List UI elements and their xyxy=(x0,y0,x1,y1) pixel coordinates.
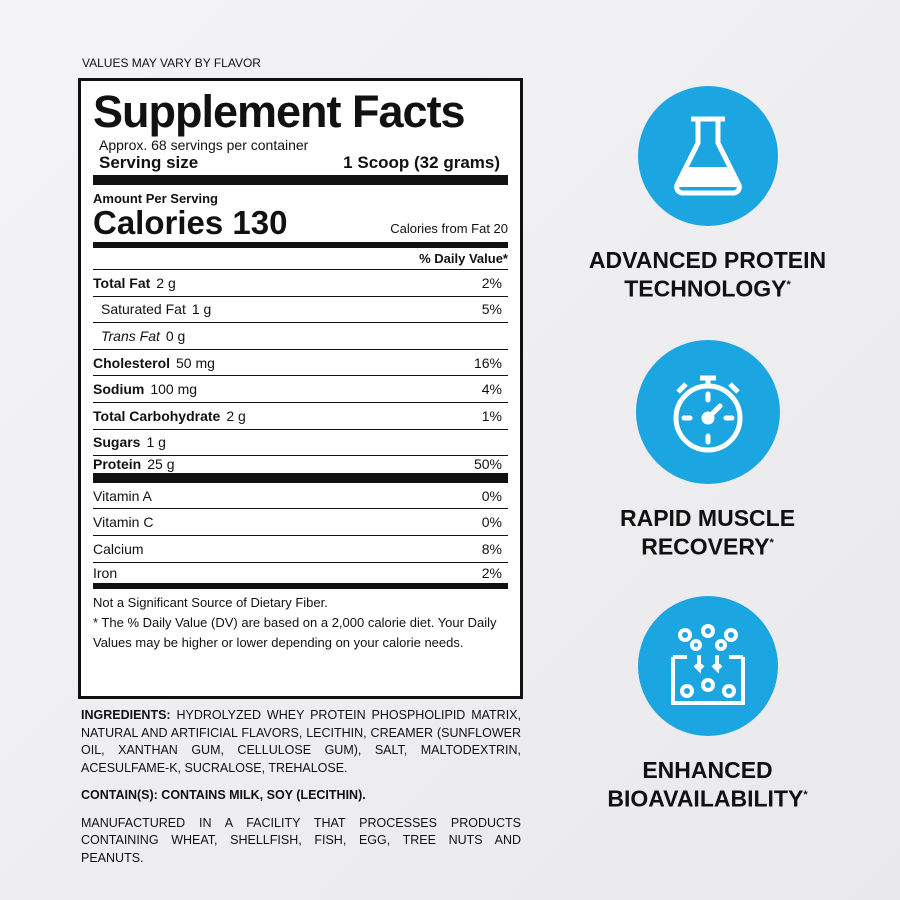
nutrient-daily-value: 5% xyxy=(481,301,502,318)
serving-size: Serving size 1 Scoop (32 grams) xyxy=(93,153,508,185)
vitamin-name: Iron xyxy=(93,564,118,581)
feature-title-line1: ADVANCED PROTEIN xyxy=(588,247,827,273)
nutrient-label: Saturated Fat 1 g xyxy=(93,301,211,317)
feature-title-line2: TECHNOLOGY xyxy=(624,275,787,302)
nutrient-name: Cholesterol xyxy=(93,354,171,371)
servings-per-container: Approx. 68 servings per container xyxy=(99,137,309,153)
nutrient-daily-value: 4% xyxy=(481,381,502,398)
nutrient-name: Total Carbohydrate xyxy=(93,407,221,424)
calories-row: Calories 130 Calories from Fat 20 xyxy=(93,206,508,248)
nutrient-row: Total Fat 2 g 2% xyxy=(93,270,508,297)
serving-size-value: 1 Scoop (32 grams) xyxy=(343,153,500,172)
flavor-note: VALUES MAY VARY BY FLAVOR xyxy=(82,56,261,70)
feature-advanced-protein: ADVANCED PROTEIN TECHNOLOGY* xyxy=(565,86,850,302)
allergen-statement: CONTAIN(S): CONTAINS MILK, SOY (LECITHIN… xyxy=(81,788,366,802)
nutrient-name: Saturated Fat xyxy=(101,301,186,318)
nutrient-amount: 1 g xyxy=(191,301,212,318)
nutrient-row: Saturated Fat 1 g 5% xyxy=(93,297,508,324)
calories: Calories 130 xyxy=(93,204,288,241)
nutrient-row: Cholesterol 50 mg 16% xyxy=(93,350,508,377)
asterisk: * xyxy=(803,789,808,801)
nutrient-name: Sodium xyxy=(93,381,145,398)
nutrient-label: Sugars 1 g xyxy=(93,434,166,450)
nutrient-name: Protein xyxy=(93,456,142,473)
nutrient-amount: 25 g xyxy=(147,456,175,473)
nutrient-label: Sodium 100 mg xyxy=(93,381,197,397)
nutrient-row: Sugars 1 g xyxy=(93,430,508,457)
vitamin-row: Vitamin C 0% xyxy=(93,509,508,536)
nutrient-label: Total Fat 2 g xyxy=(93,275,176,291)
flask-icon xyxy=(637,86,778,226)
vitamin-daily-value: 0% xyxy=(481,514,502,531)
nutrient-name: Sugars xyxy=(93,434,141,451)
feature-title-line1: RAPID MUSCLE xyxy=(619,505,796,531)
asterisk: * xyxy=(769,537,774,549)
nutrient-amount: 50 mg xyxy=(176,354,215,371)
vitamin-row: Vitamin A 0% xyxy=(93,483,508,510)
nutrient-daily-value: 1% xyxy=(481,407,502,424)
nutrient-daily-value: 16% xyxy=(473,354,502,371)
nutrient-amount: 1 g xyxy=(146,434,166,451)
nutrient-name: Total Fat xyxy=(93,274,151,291)
daily-value-header: % Daily Value* xyxy=(93,248,508,270)
nutrient-row: Protein 25 g 50% xyxy=(93,456,508,483)
ingredients-label: INGREDIENTS: xyxy=(81,708,171,722)
vitamin-row: Calcium 8% xyxy=(93,536,508,563)
feature-rapid-recovery: RAPID MUSCLE RECOVERY* xyxy=(565,340,850,560)
feature-title-line1: ENHANCED xyxy=(642,757,773,783)
facts-title: Supplement Facts xyxy=(93,86,466,137)
nutrient-amount: 2 g xyxy=(226,407,246,424)
molecules-icon xyxy=(637,596,778,736)
feature-title-line2: RECOVERY xyxy=(641,533,770,560)
vitamin-daily-value: 0% xyxy=(481,487,502,504)
facility-statement: MANUFACTURED IN A FACILITY THAT PROCESSE… xyxy=(81,815,521,865)
nutrient-row: Total Carbohydrate 2 g 1% xyxy=(93,403,508,430)
nutrient-row: Sodium 100 mg 4% xyxy=(93,376,508,403)
feature-title-line2: BIOAVAILABILITY xyxy=(607,785,804,812)
amount-per-serving: Amount Per Serving xyxy=(93,191,218,206)
vitamin-name: Vitamin A xyxy=(93,487,152,504)
nutrient-label: Cholesterol 50 mg xyxy=(93,355,215,371)
feature-bioavailability: ENHANCED BIOAVAILABILITY* xyxy=(565,596,850,812)
vitamin-row: Iron 2% xyxy=(93,563,508,590)
nutrient-label: Trans Fat 0 g xyxy=(93,328,185,344)
nutrient-label: Total Carbohydrate 2 g xyxy=(93,408,246,424)
footnote-fiber: Not a Significant Source of Dietary Fibe… xyxy=(93,595,328,611)
asterisk: * xyxy=(786,279,791,291)
nutrient-amount: 0 g xyxy=(165,327,186,344)
vitamin-name: Vitamin C xyxy=(93,514,154,531)
footnote-daily-value: * The % Daily Value (DV) are based on a … xyxy=(93,615,497,651)
nutrient-row: Trans Fat 0 g xyxy=(93,323,508,350)
nutrient-amount: 2 g xyxy=(156,274,176,291)
nutrient-amount: 100 mg xyxy=(150,381,198,398)
nutrient-name: Trans Fat xyxy=(101,327,160,344)
calories-from-fat: Calories from Fat 20 xyxy=(390,221,508,236)
nutrient-daily-value: 2% xyxy=(481,274,502,291)
supplement-facts-panel: Supplement Facts Approx. 68 servings per… xyxy=(78,78,523,699)
vitamin-daily-value: 8% xyxy=(481,540,502,557)
ingredients-section: INGREDIENTS: HYDROLYZED WHEY PROTEIN PHO… xyxy=(81,707,521,877)
nutrient-daily-value: 50% xyxy=(473,456,502,473)
stopwatch-icon xyxy=(635,340,780,484)
ingredients-text: HYDROLYZED WHEY PROTEIN PHOSPHOLIPID MAT… xyxy=(81,708,521,775)
nutrient-label: Protein 25 g xyxy=(93,456,174,472)
vitamin-name: Calcium xyxy=(93,540,144,557)
vitamin-daily-value: 2% xyxy=(481,564,502,581)
serving-size-label: Serving size xyxy=(99,153,199,172)
